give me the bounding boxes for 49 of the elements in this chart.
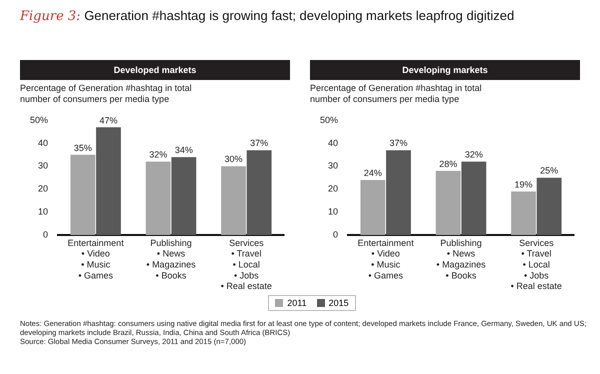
bar	[146, 162, 171, 235]
bar	[461, 162, 486, 235]
data-label: 32%	[149, 150, 168, 160]
y-tick-label: 20	[328, 184, 338, 194]
y-tick-label: 50%	[30, 114, 48, 125]
bar	[171, 157, 196, 235]
data-label: 35%	[74, 142, 92, 153]
data-label: 19%	[514, 179, 533, 190]
data-label: 25%	[540, 166, 558, 176]
y-tick-label: 30	[38, 160, 48, 171]
y-tick-label: 20	[38, 184, 48, 194]
x-tick-label: Publishing • News • Magazines • Books	[146, 238, 196, 280]
bar	[386, 150, 411, 235]
x-tick-label: Services • Travel • Local • Jobs • Real estate	[220, 238, 272, 292]
y-tick-label: 0	[333, 229, 338, 240]
chart-title: Developed markets	[20, 60, 290, 80]
bar	[96, 127, 121, 235]
y-tick-label: 40	[38, 138, 48, 148]
y-tick-label: 40	[328, 138, 338, 148]
data-label: 32%	[464, 150, 483, 160]
data-label: 30%	[224, 154, 243, 164]
legend-label: 2011	[286, 298, 307, 308]
text: Figure 3: Generation #hashtag is growing fast; developing markets leapfrog digitized	[20, 8, 516, 24]
data-label: 28%	[439, 158, 458, 169]
x-tick-label: Publishing • News • Magazines • Books	[436, 238, 486, 280]
bar	[70, 154, 96, 235]
data-label: 34%	[174, 145, 193, 156]
bar	[360, 180, 386, 235]
data-label: 37%	[250, 138, 268, 148]
bar	[436, 170, 461, 235]
data-label: 37%	[389, 138, 408, 148]
y-tick-label: 0	[43, 229, 48, 240]
x-tick-label: Services • Travel • Local • Jobs • Real estate	[510, 238, 562, 292]
y-tick-label: 10	[328, 206, 338, 217]
y-axis-title: Percentage of Generation #hashtag in total number of consumers per media type	[20, 83, 193, 105]
bar	[246, 150, 272, 235]
y-tick-label: 50%	[320, 114, 338, 125]
chart-title: Developing markets	[310, 60, 580, 80]
data-label: 24%	[364, 168, 382, 178]
legend-label: 2015	[328, 298, 349, 308]
y-tick-label: 30	[328, 160, 338, 171]
y-axis-title: Percentage of Generation #hashtag in total number of consumers per media type	[310, 83, 483, 105]
x-tick-label: Entertainment • Video • Music • Games	[358, 238, 414, 280]
bar	[511, 191, 536, 235]
bar	[221, 166, 246, 235]
bar	[536, 178, 562, 235]
y-tick-label: 10	[38, 206, 48, 217]
data-label: 47%	[99, 115, 118, 126]
x-tick-label: Entertainment • Video • Music • Games	[68, 238, 124, 280]
